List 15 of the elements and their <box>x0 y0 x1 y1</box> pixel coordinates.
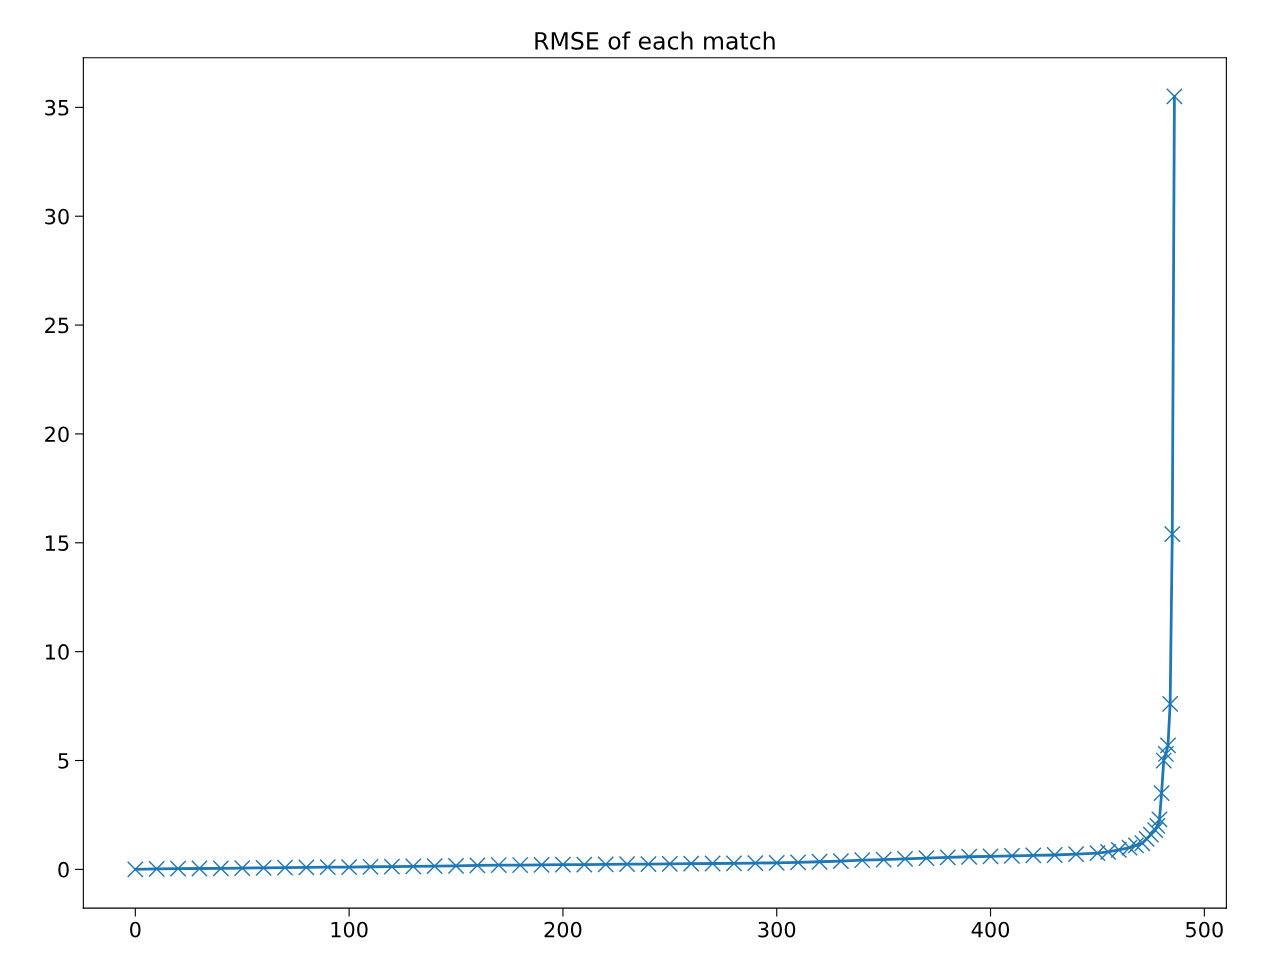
chart-title: RMSE of each match <box>535 31 775 50</box>
x-tick-label: 100 <box>331 921 368 938</box>
x-tick-label: 0 <box>130 921 141 938</box>
x-tick-label: 500 <box>1186 921 1223 938</box>
y-tick-label: 10 <box>45 644 69 660</box>
y-tick-label: 35 <box>45 99 69 116</box>
x-tick-label: 200 <box>544 921 582 938</box>
y-tick-label: 5 <box>58 753 69 769</box>
y-tick-label: 30 <box>45 208 69 225</box>
x-tick-label: 300 <box>758 921 796 938</box>
y-tick-label: 0 <box>58 861 69 878</box>
y-tick-label: 20 <box>45 426 69 443</box>
x-tick-label: 400 <box>971 921 1010 938</box>
y-tick-label: 25 <box>45 317 69 334</box>
y-tick-label: 15 <box>45 535 69 552</box>
